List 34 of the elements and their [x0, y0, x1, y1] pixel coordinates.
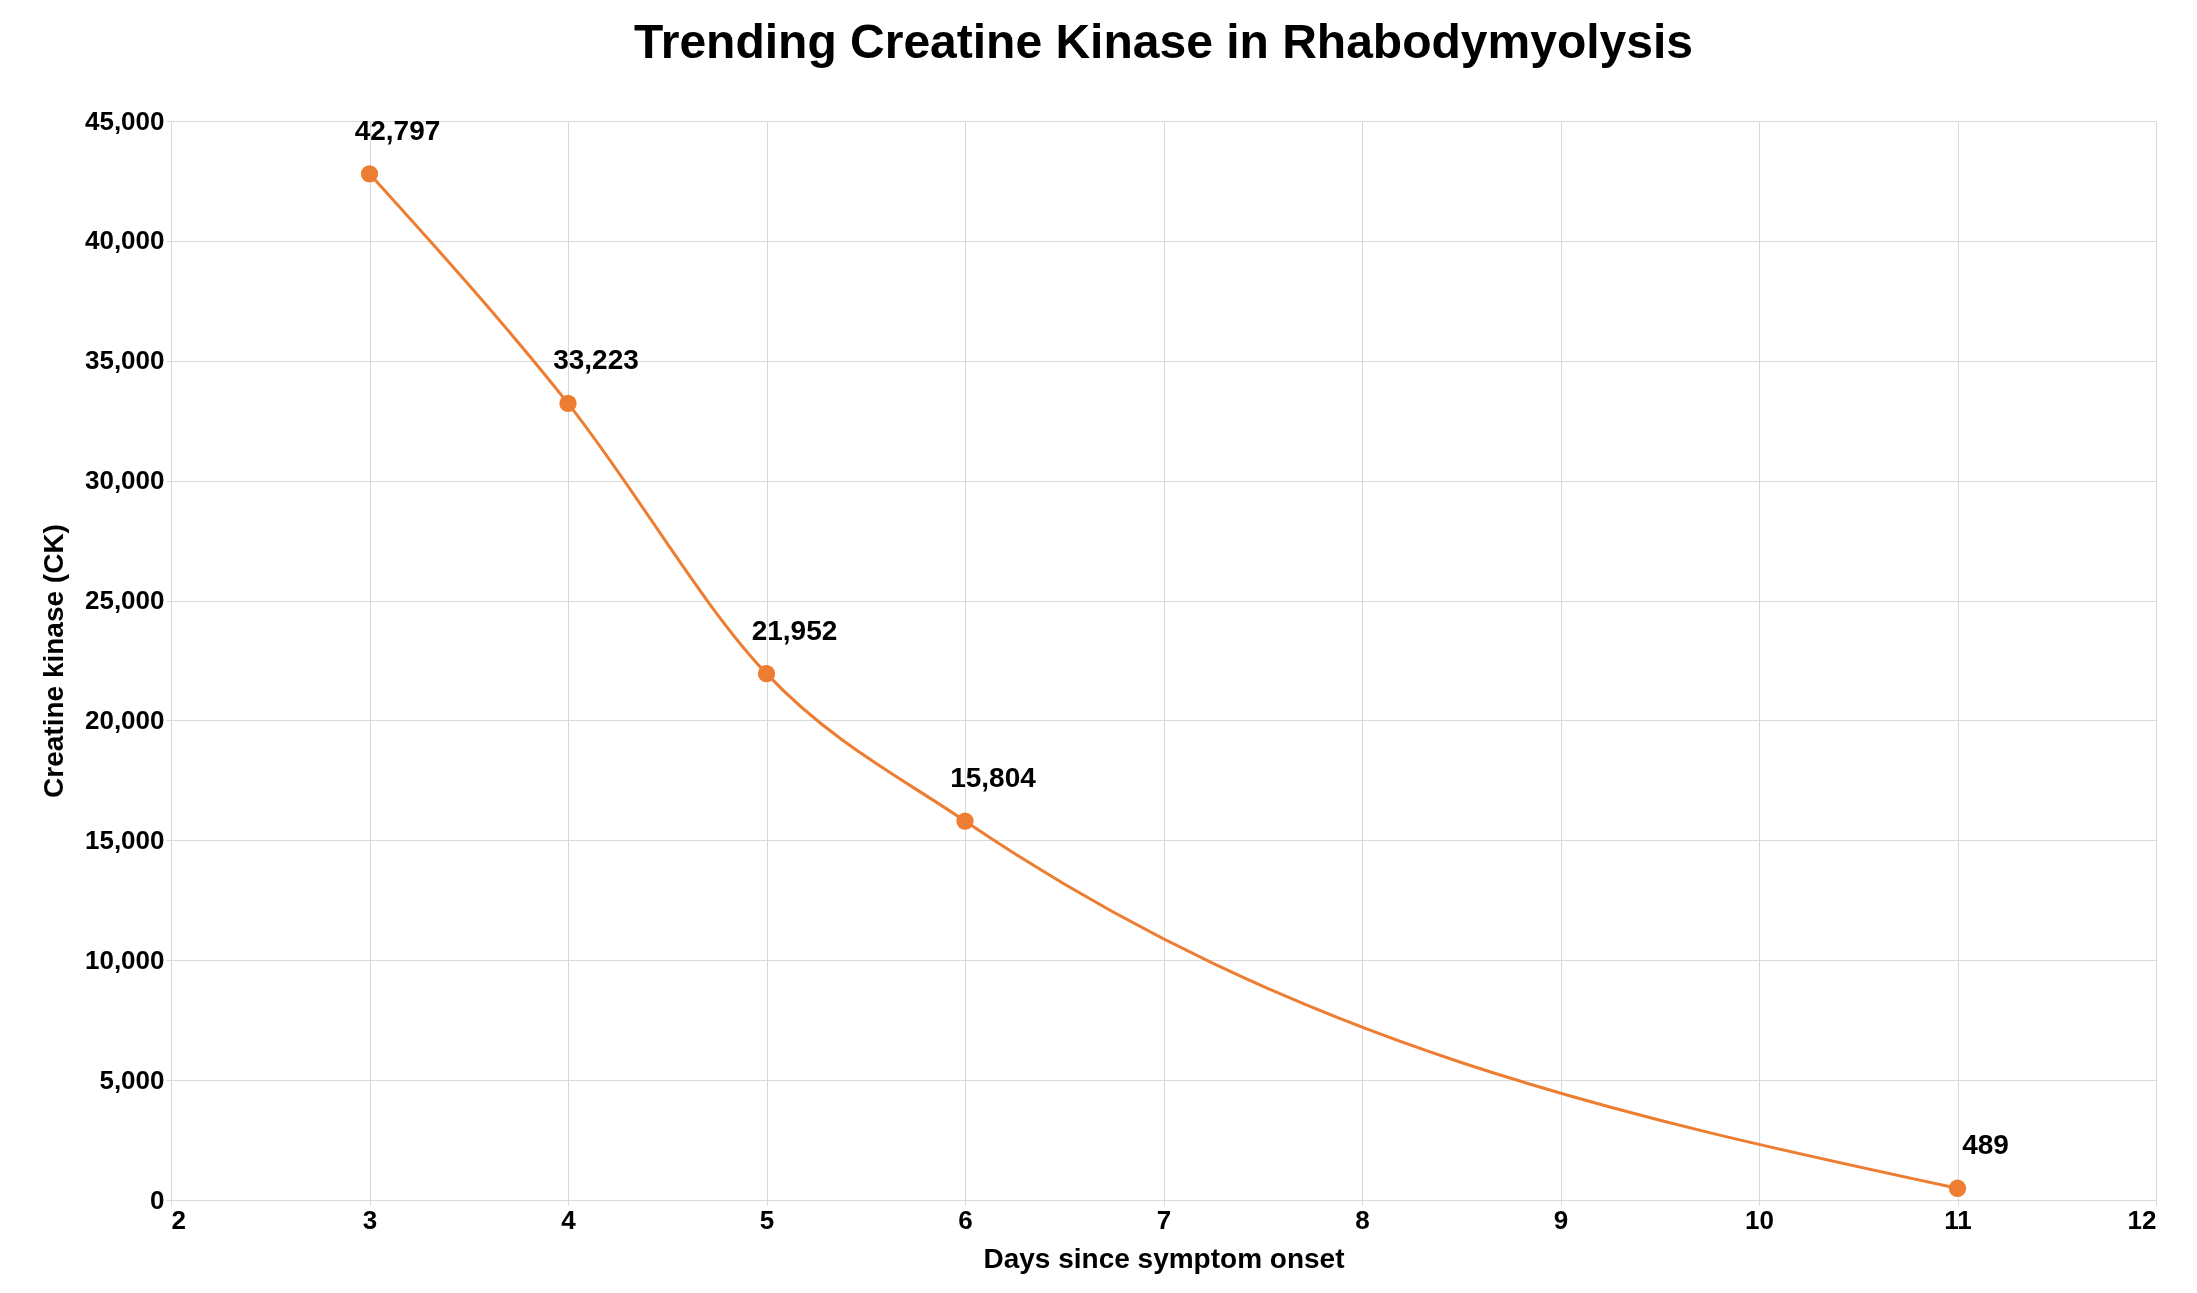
y-tick-label: 0 — [150, 1184, 165, 1215]
x-tick-label: 7 — [1156, 1204, 1172, 1235]
chart-title: Trending Creatine Kinase in Rhabodymyolysis — [634, 15, 1693, 68]
y-tick-label: 35,000 — [84, 345, 165, 376]
x-tick-label: 10 — [1745, 1204, 1774, 1235]
x-tick-label: 8 — [1355, 1204, 1370, 1235]
point — [956, 812, 974, 830]
data-label: 15,804 — [950, 762, 1037, 794]
x-tick-label: 3 — [362, 1204, 378, 1235]
x-tick-label: 6 — [958, 1204, 973, 1235]
data-label: 21,952 — [751, 614, 838, 646]
y-tick-label: 20,000 — [84, 704, 165, 735]
x-tick-label: 2 — [171, 1204, 186, 1235]
point — [360, 165, 379, 183]
y-tick-label: 10,000 — [84, 944, 165, 975]
x-tick-label: 5 — [759, 1204, 775, 1235]
y-tick-label: 40,000 — [84, 225, 165, 256]
point — [757, 665, 776, 683]
y-tick-label: 45,000 — [84, 105, 165, 136]
data-label: 489 — [1962, 1129, 2009, 1161]
x-tick-label: 4 — [561, 1204, 577, 1235]
data-label: 33,223 — [553, 344, 639, 376]
y-tick-label: 25,000 — [84, 585, 165, 616]
y-tick-label: 30,000 — [84, 465, 165, 496]
y-tick-label: 5,000 — [99, 1064, 165, 1095]
x-tick-label: 9 — [1553, 1204, 1569, 1235]
y-tick-label: 15,000 — [84, 824, 165, 855]
x-tick-label: 12 — [2127, 1204, 2157, 1235]
point — [559, 394, 577, 413]
data-label: 42,797 — [354, 114, 441, 146]
x-axis-title: Days since symptom onset — [983, 1242, 1345, 1274]
y-axis-title: Creatine kinase (CK) — [37, 524, 69, 798]
x-tick-label: 11 — [1944, 1204, 1972, 1235]
point — [1948, 1179, 1967, 1197]
